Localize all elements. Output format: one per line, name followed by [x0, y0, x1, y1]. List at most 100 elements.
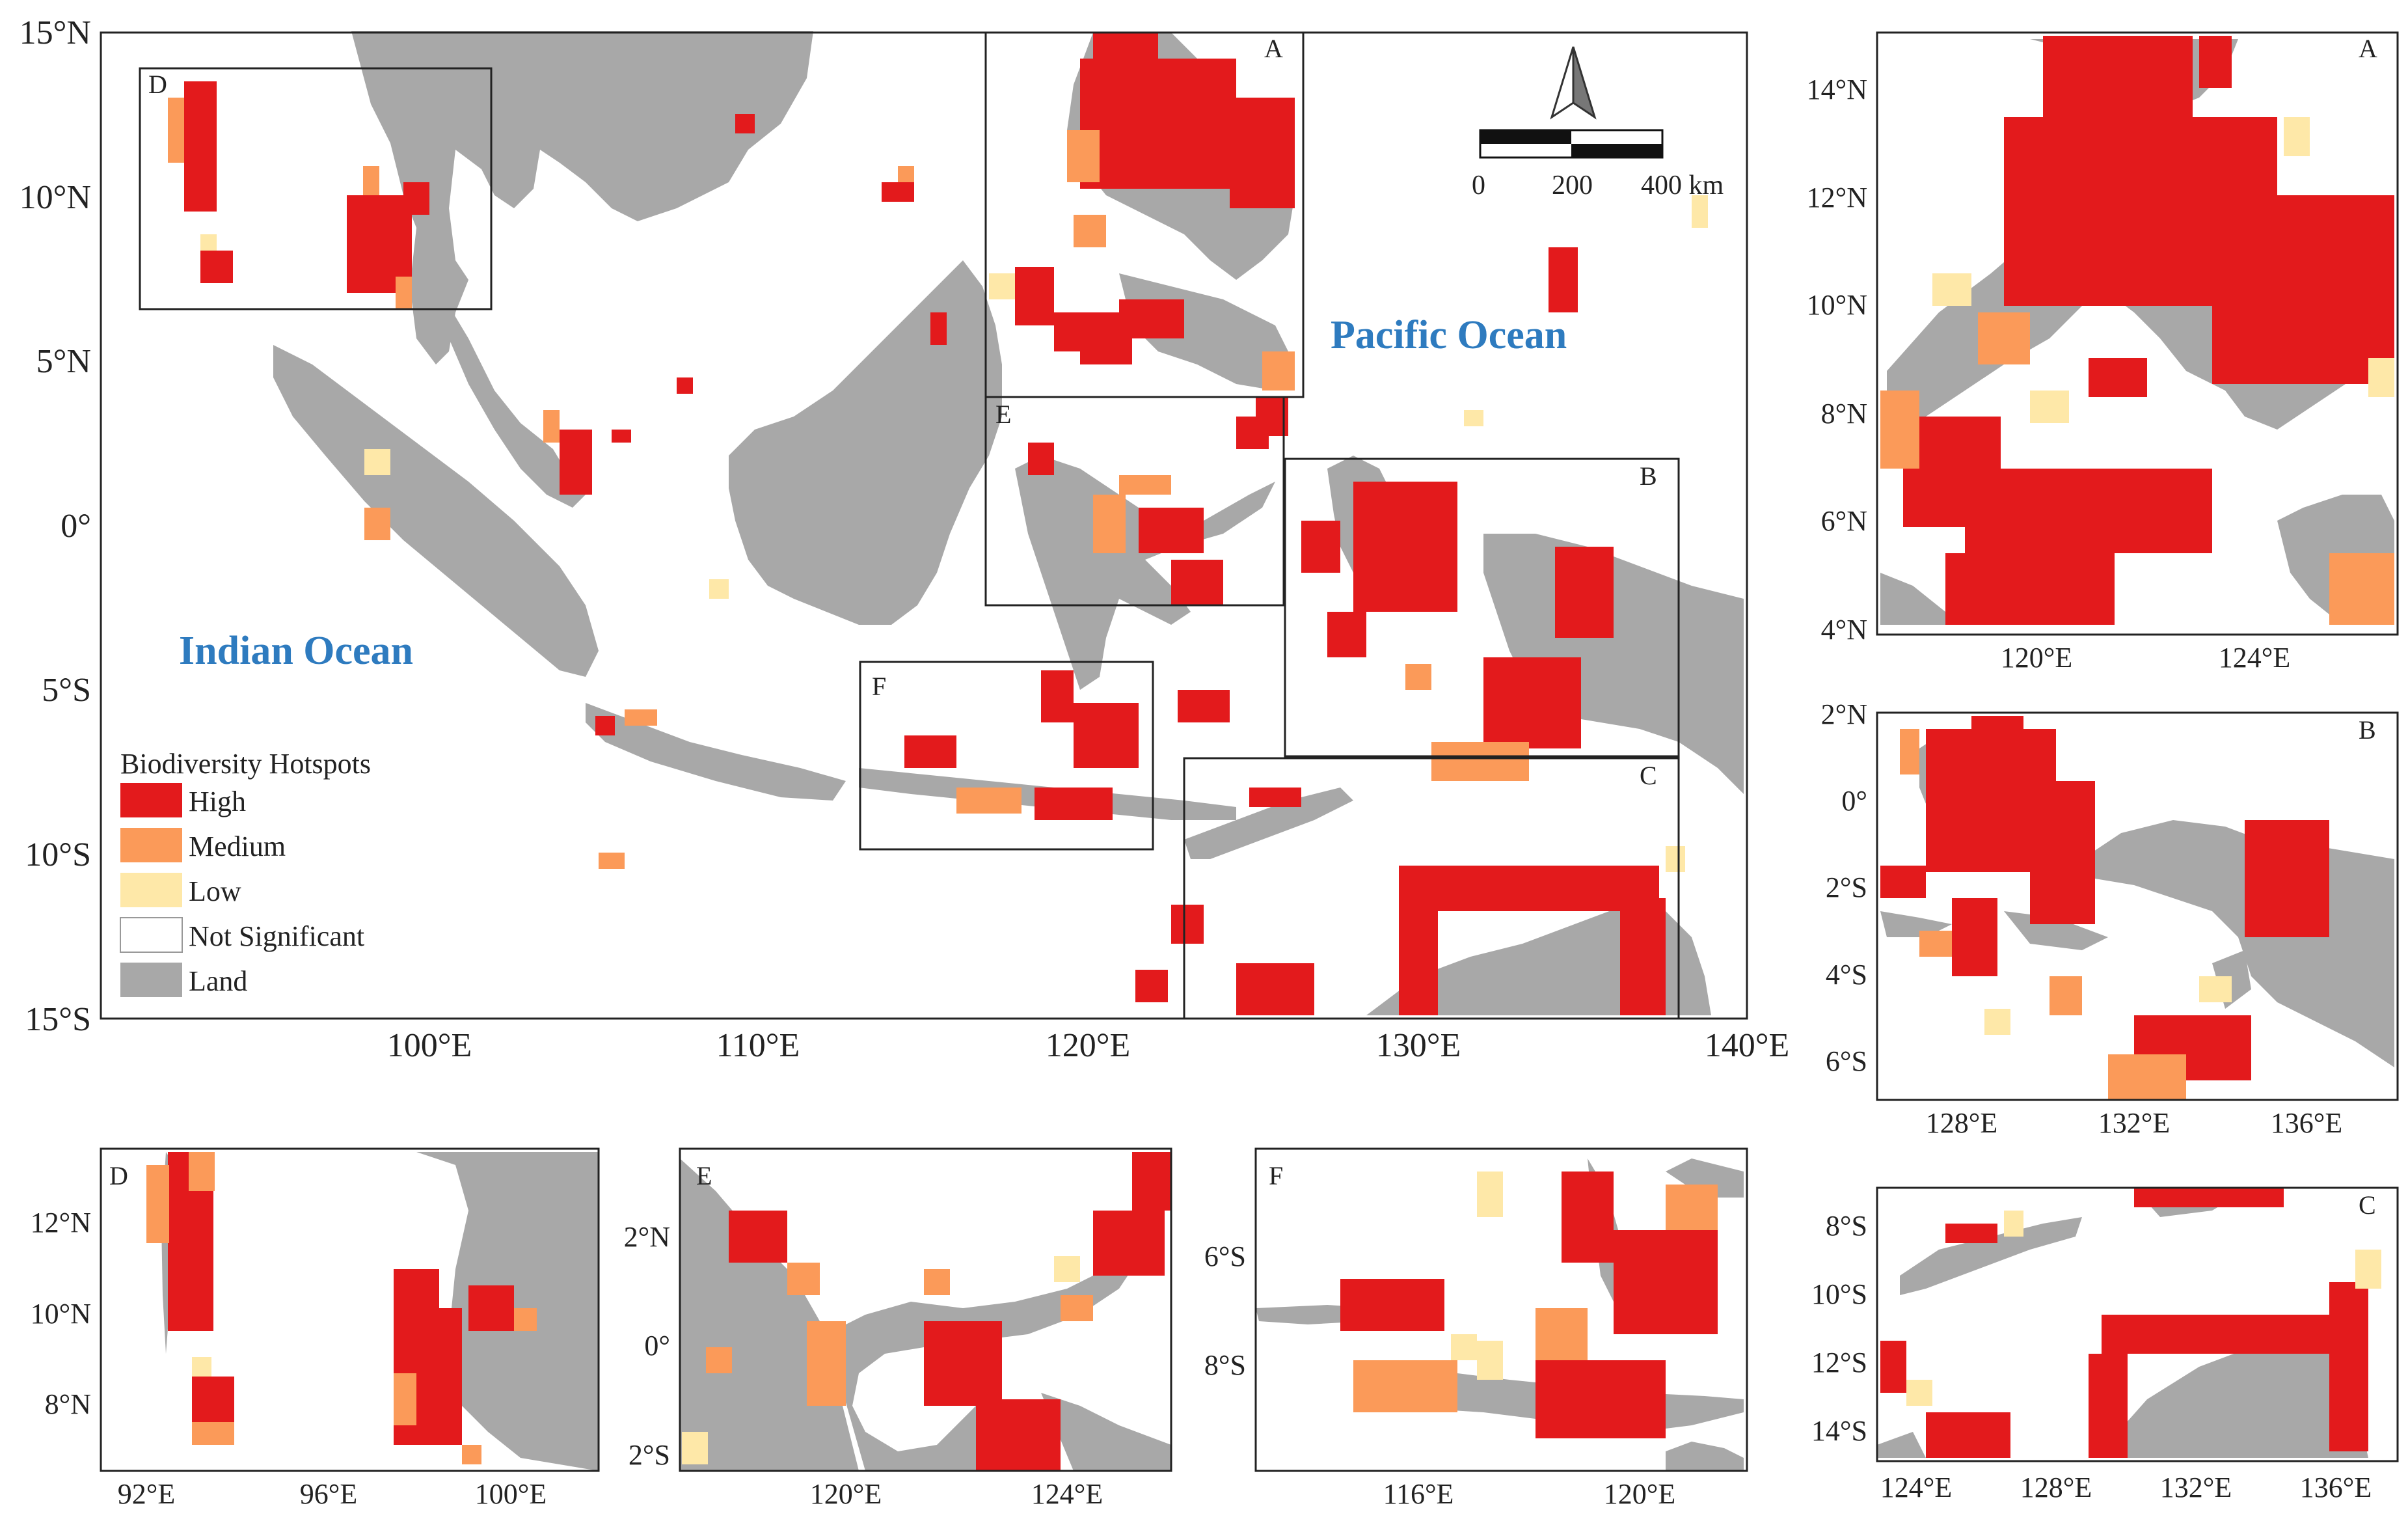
hotspot-cell: [1236, 963, 1314, 1015]
hotspot-cell: [200, 251, 233, 283]
hotspot-cell: [364, 508, 390, 540]
inset-e-frame: [679, 1147, 1172, 1472]
hotspot-cell: [1555, 547, 1614, 638]
main-map-frame: [100, 31, 1748, 1020]
inset-b-hotspot-cell: [2030, 781, 2095, 924]
hotspot-cell: [1549, 247, 1578, 312]
inset-d-hotspot-cell: [462, 1445, 481, 1464]
inset-b-hotspot-cell: [1971, 716, 2023, 735]
inset-d-hotspot-cell: [514, 1308, 537, 1331]
inset-a-letter: A: [2359, 34, 2377, 63]
main-y-tick: 10°S: [25, 836, 91, 873]
inset-b-hotspot-cell: [2199, 976, 2232, 1002]
inset-e-y-tick: 2°N: [624, 1221, 670, 1253]
hotspot-cell: [709, 579, 729, 599]
inset-a-y-tick: 8°N: [1821, 398, 1867, 430]
hotspot-cell: [1692, 195, 1708, 228]
hotspot-cell: [1080, 338, 1132, 364]
main-y-ticks: 15°N 10°N 5°N 0° 5°S 10°S 15°S: [20, 14, 91, 1038]
inset-c-hotspot-cell: [2004, 1211, 2023, 1237]
inset-c-hotspot-cell: [2355, 1250, 2381, 1289]
hotspot-cell: [1093, 495, 1126, 553]
hotspot-cell: [1074, 215, 1106, 247]
inset-d-frame: [100, 1147, 600, 1472]
inset-d: D 12°N 10°N 8°N 92°E 96°E 100°E: [31, 1147, 600, 1510]
inset-c-x-tick: 132°E: [2160, 1472, 2232, 1503]
inset-d-y-tick: 10°N: [31, 1298, 91, 1330]
region-letter-c: C: [1640, 761, 1657, 790]
inset-f-hotspot-cell: [1535, 1308, 1588, 1360]
main-hotspot-cells: [168, 33, 1708, 1015]
inset-c-hotspot-cell: [2089, 1354, 2128, 1458]
inset-c-hotspot-cell: [1945, 1224, 1997, 1243]
inset-b-y-tick: 0°: [1841, 785, 1867, 817]
inset-b-hotspot-cell: [1900, 729, 1919, 774]
main-x-ticks: 100°E 110°E 120°E 130°E 140°E: [387, 1027, 1790, 1064]
inset-e-x-tick: 124°E: [1031, 1478, 1103, 1510]
hotspot-cell: [1249, 788, 1301, 807]
region-letter-e: E: [995, 400, 1011, 429]
main-y-tick: 0°: [61, 508, 91, 545]
main-map: D A E B C F Pacific Ocean Indian Ocean 0…: [20, 14, 1790, 1064]
region-box-d: [139, 67, 493, 310]
inset-b-y-tick: 6°S: [1826, 1045, 1867, 1077]
hotspot-cell: [1230, 98, 1295, 208]
inset-a-y-tick: 14°N: [1807, 74, 1867, 105]
main-x-tick: 110°E: [716, 1027, 800, 1064]
hotspot-cell: [1399, 911, 1438, 1015]
inset-c-x-tick: 136°E: [2300, 1472, 2372, 1503]
main-x-tick: 130°E: [1376, 1027, 1461, 1064]
inset-f-hotspot-cell: [1477, 1172, 1503, 1217]
hotspot-cell: [560, 430, 592, 495]
inset-b-x-tick: 136°E: [2271, 1107, 2342, 1139]
inset-b-y-tick: 4°S: [1826, 959, 1867, 991]
inset-a-y-tick: 10°N: [1807, 289, 1867, 321]
region-box-b: [1284, 458, 1680, 758]
hotspot-cell: [1353, 482, 1457, 612]
legend-label-low: Low: [189, 875, 241, 907]
hotspot-cell: [930, 312, 947, 345]
inset-e-hotspot-cell: [706, 1347, 732, 1373]
hotspot-cell: [1015, 267, 1054, 325]
inset-f-hotspot-cell: [1614, 1230, 1718, 1334]
hotspot-cell: [1067, 130, 1100, 182]
inset-b-y-tick: 2°S: [1826, 871, 1867, 903]
hotspot-cell: [625, 709, 657, 726]
inset-e-hotspot-cell: [1054, 1256, 1080, 1282]
legend-swatch-high: [120, 783, 182, 817]
inset-c-y-tick: 8°S: [1826, 1210, 1867, 1242]
region-letter-d: D: [148, 70, 167, 99]
hotspot-cell: [1035, 788, 1113, 820]
inset-a-hotspot-cell: [2089, 358, 2147, 397]
inset-b-hotspot-cell: [2245, 820, 2329, 937]
scale-bar: 0 200 400 km: [1472, 129, 1724, 200]
hotspot-cell: [612, 430, 631, 443]
inset-b-y-tick: 2°N: [1821, 698, 1867, 730]
main-x-tick: 120°E: [1046, 1027, 1131, 1064]
hotspot-cell: [1399, 866, 1659, 911]
inset-d-letter: D: [109, 1161, 128, 1190]
inset-a-hotspot-cell: [1880, 391, 1919, 469]
inset-a-x-tick: 120°E: [2001, 642, 2072, 674]
hotspot-cell: [1666, 846, 1685, 872]
inset-a-y-tick: 6°N: [1821, 505, 1867, 537]
inset-c-hotspot-cell: [1906, 1380, 1932, 1406]
inset-a-hotspot-cell: [2199, 36, 2232, 88]
main-y-tick: 15°N: [20, 14, 91, 51]
inset-d-hotspot-cell: [468, 1285, 514, 1331]
inset-a-hotspot-cell: [1978, 312, 2030, 364]
region-letter-b: B: [1640, 461, 1657, 491]
inset-e-hotspot-cell: [807, 1321, 846, 1406]
hotspot-cell: [168, 98, 184, 163]
inset-c-y-tick: 10°S: [1811, 1278, 1867, 1310]
hotspot-cell: [1080, 59, 1236, 189]
inset-c-y-tick: 12°S: [1811, 1347, 1867, 1378]
inset-c-x-tick: 128°E: [2020, 1472, 2092, 1503]
inset-f-hotspot-cell: [1353, 1360, 1457, 1412]
hotspot-cell: [543, 410, 560, 443]
inset-a-x-tick: 124°E: [2219, 642, 2290, 674]
inset-a-hotspot-cell: [2329, 553, 2394, 625]
inset-c-y-tick: 14°S: [1811, 1415, 1867, 1447]
legend-label-not-significant: Not Significant: [189, 920, 364, 952]
scale-label-200: 200: [1552, 171, 1593, 200]
